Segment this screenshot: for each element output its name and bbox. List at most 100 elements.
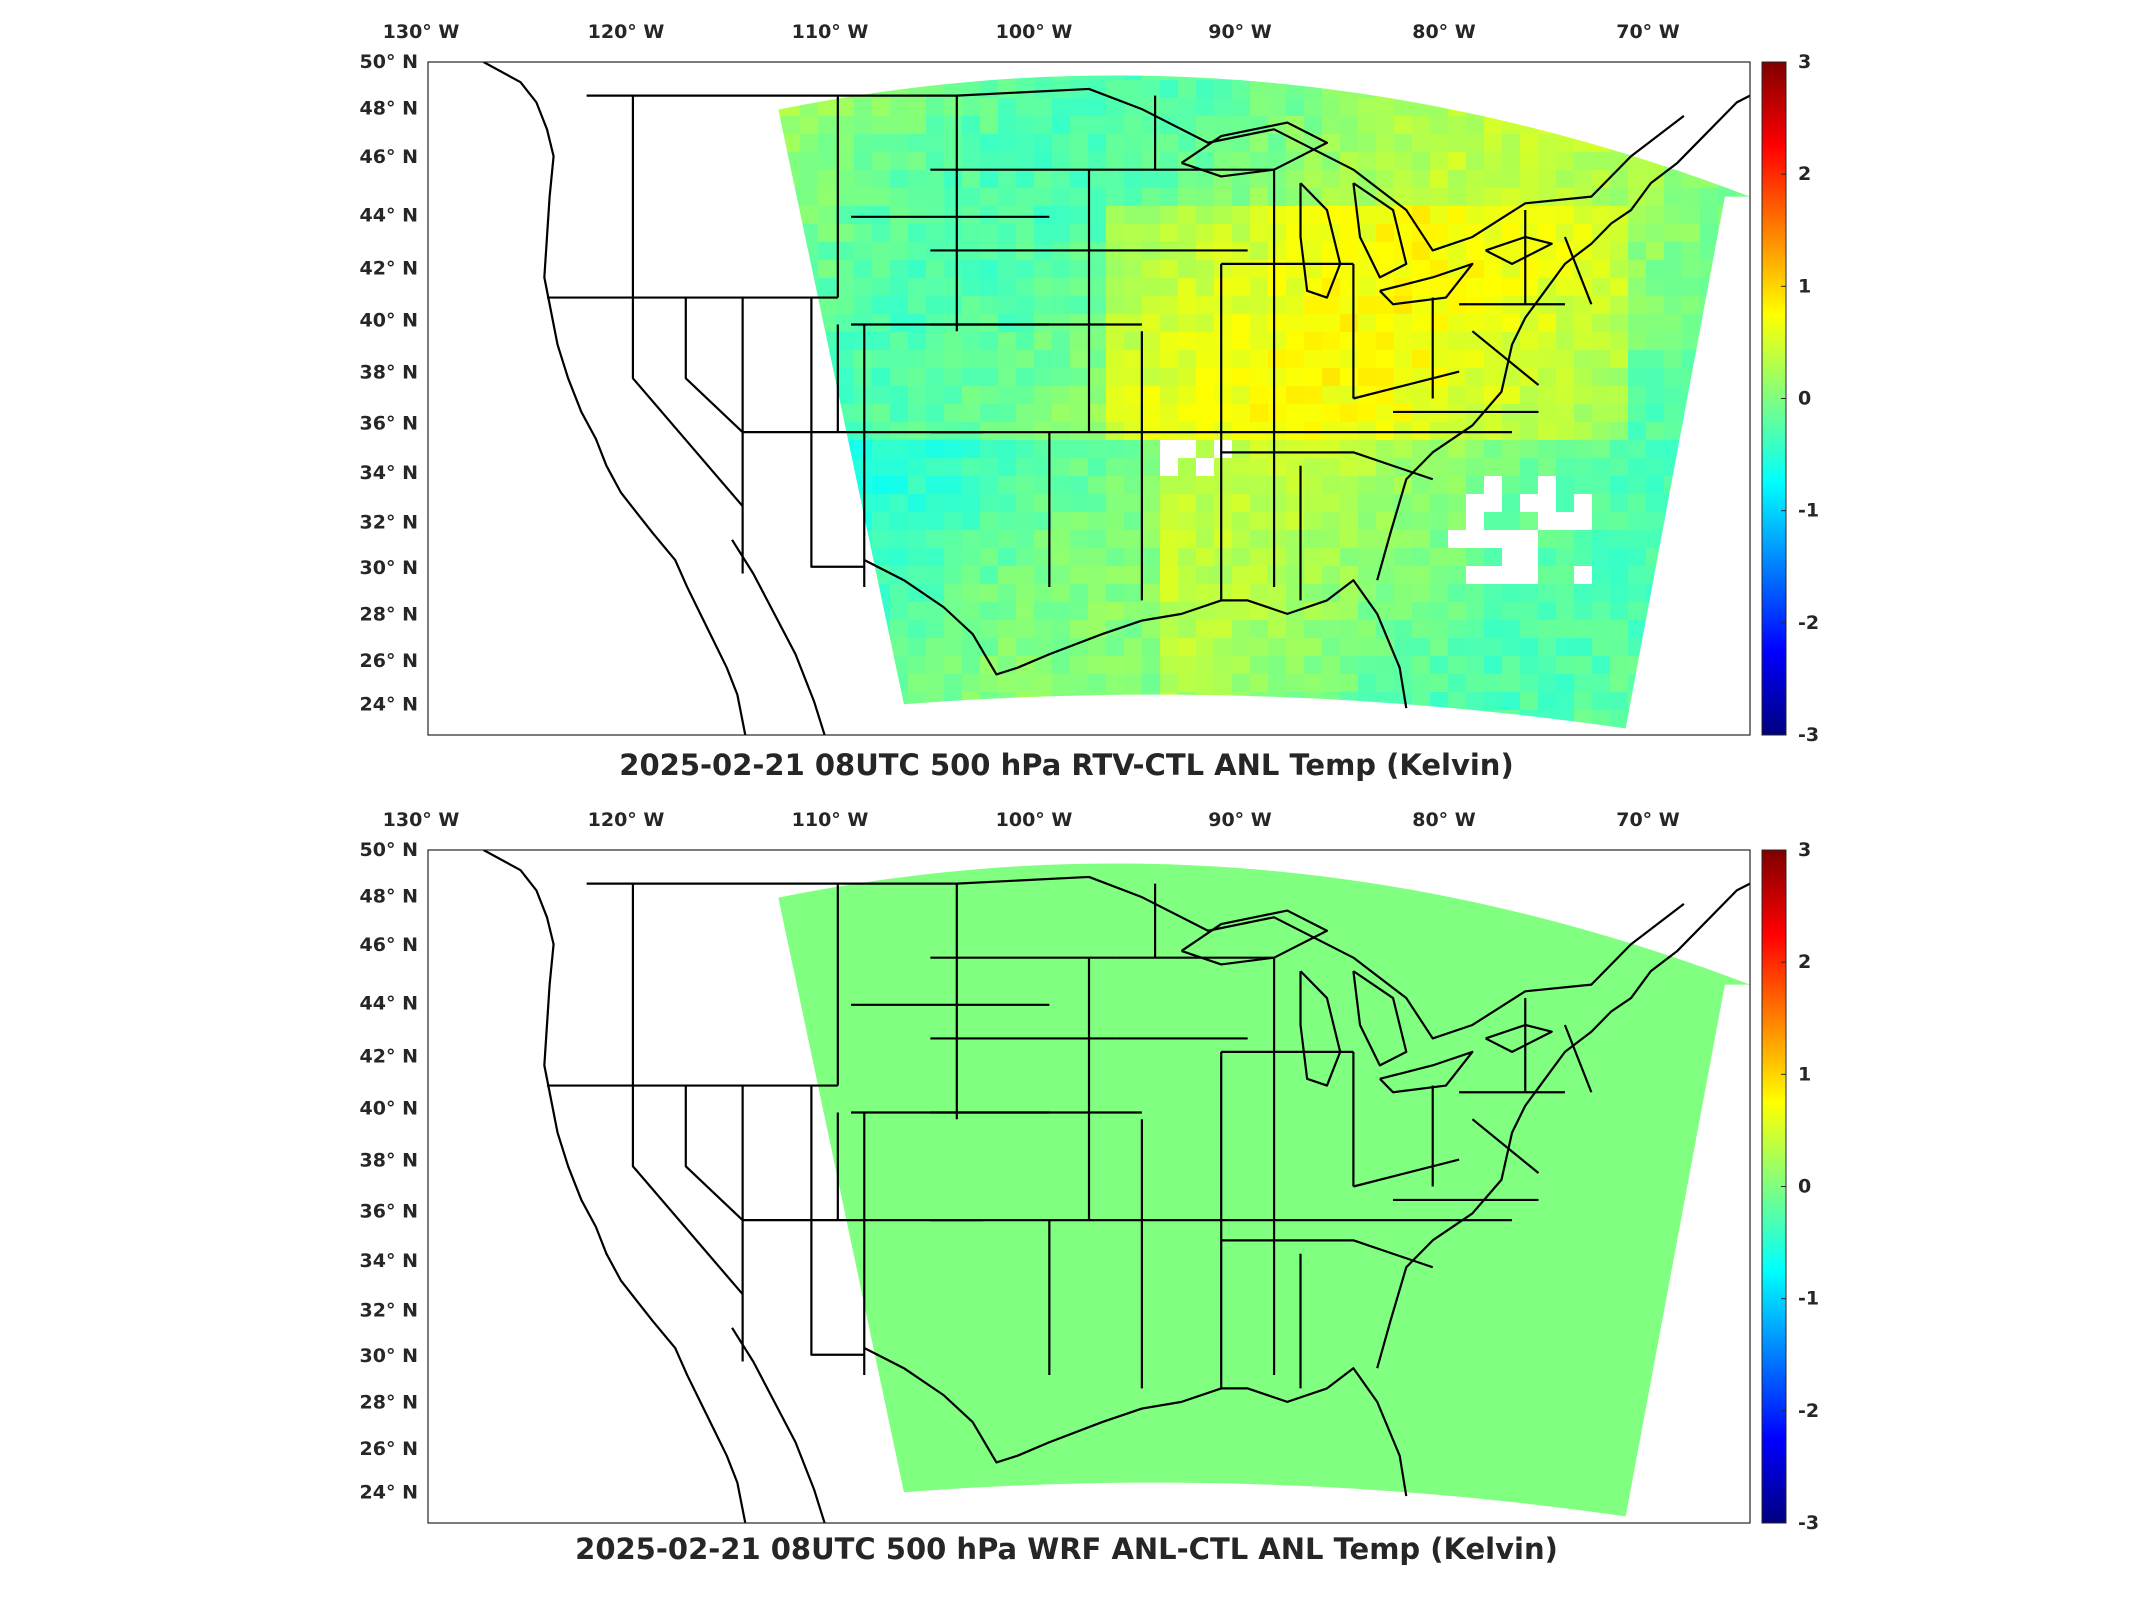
field-cell	[890, 224, 909, 243]
field-cell	[1664, 80, 1683, 99]
field-cell	[1034, 710, 1053, 729]
field-cell	[1718, 260, 1737, 279]
field-cell	[980, 548, 999, 567]
field-cell	[1412, 116, 1431, 135]
field-cell	[728, 278, 747, 297]
field-cell	[1160, 404, 1179, 423]
field-cell	[1610, 728, 1629, 729]
field-cell	[818, 512, 837, 531]
field-cell	[1430, 134, 1449, 153]
field-cell	[1052, 692, 1071, 711]
field-cell	[944, 674, 963, 693]
field-cell	[778, 674, 783, 693]
great-lake-outline	[1485, 1023, 1553, 1053]
field-cell	[962, 728, 981, 729]
lon-tick-label: 90° W	[1208, 21, 1272, 43]
field-cell	[1250, 134, 1269, 153]
field-cell	[1520, 98, 1539, 117]
field-cell	[1286, 512, 1305, 531]
field-cell	[944, 75, 963, 81]
field-cell	[1358, 494, 1377, 513]
field-cell	[1034, 152, 1053, 171]
state-border	[1221, 451, 1434, 481]
field-cell	[1214, 728, 1233, 729]
field-cell	[1340, 260, 1359, 279]
field-cell	[1106, 368, 1125, 387]
field-cell	[1286, 206, 1305, 225]
field-cell	[1178, 332, 1197, 351]
field-cell	[1304, 98, 1323, 117]
field-cell	[1646, 404, 1665, 423]
field-cell	[1610, 602, 1629, 621]
field-cell	[818, 386, 837, 405]
field-cell	[1124, 584, 1143, 603]
field-cell	[1070, 728, 1089, 729]
field-cell	[1610, 260, 1629, 279]
field-cell	[1610, 584, 1629, 603]
field-cell	[1214, 440, 1233, 459]
field-cell	[746, 584, 765, 603]
field-cell	[1304, 116, 1323, 135]
field-cell	[1466, 278, 1485, 297]
field-cell	[854, 224, 873, 243]
field-cell	[1466, 206, 1485, 225]
field-cell	[980, 134, 999, 153]
east-coastline	[1376, 882, 1750, 1369]
field-cell	[1178, 314, 1197, 333]
field-cell	[998, 494, 1017, 513]
field-cell	[1232, 350, 1251, 369]
field-cell	[1178, 476, 1197, 495]
field-cell	[1538, 314, 1557, 333]
field-cell	[1160, 728, 1179, 729]
field-cell	[1106, 494, 1125, 513]
field-cell	[778, 566, 783, 585]
field-cell	[1448, 566, 1467, 585]
field-cell	[1592, 656, 1611, 675]
field-cell	[1088, 206, 1107, 225]
field-cell	[908, 260, 927, 279]
field-cell	[1718, 620, 1737, 639]
field-cell	[1538, 638, 1557, 657]
field-cell	[1304, 494, 1323, 513]
field-cell	[1304, 170, 1323, 189]
field-cell	[944, 710, 963, 729]
field-cell	[1286, 404, 1305, 423]
field-cell	[1052, 98, 1071, 117]
field-cell	[1376, 512, 1395, 531]
field-cell	[1430, 152, 1449, 171]
field-cell	[778, 116, 783, 135]
field-cell	[1250, 98, 1269, 117]
field-cell	[1700, 368, 1719, 387]
field-cell	[1106, 206, 1125, 225]
field-cell	[1610, 98, 1629, 117]
field-cell	[1610, 404, 1629, 423]
field-cell	[1376, 98, 1395, 117]
field-cell	[1286, 584, 1305, 603]
field-cell	[782, 242, 801, 261]
field-cell	[1574, 170, 1593, 189]
field-cell	[926, 75, 945, 81]
field-cell	[1412, 260, 1431, 279]
field-cell	[778, 656, 783, 675]
field-cell	[1268, 368, 1287, 387]
field-cell	[800, 314, 819, 333]
field-cell	[1736, 404, 1750, 423]
field-cell	[1448, 116, 1467, 135]
field-cell	[1178, 278, 1197, 297]
field-cell	[1214, 476, 1233, 495]
field-cell	[1106, 404, 1125, 423]
field-cell	[1484, 584, 1503, 603]
colorbar-tick-label: 2	[1798, 951, 1811, 973]
field-cell	[872, 584, 891, 603]
field-cell	[1556, 530, 1575, 549]
field-cell	[1124, 332, 1143, 351]
field-cell	[872, 224, 891, 243]
field-cell	[1106, 476, 1125, 495]
field-cell	[746, 386, 765, 405]
field-cell	[1322, 638, 1341, 657]
field-cell	[1178, 224, 1197, 243]
field-cell	[1358, 260, 1377, 279]
lat-tick-label: 40° N	[360, 1097, 418, 1119]
field-cell	[836, 530, 855, 549]
field-cell	[872, 530, 891, 549]
